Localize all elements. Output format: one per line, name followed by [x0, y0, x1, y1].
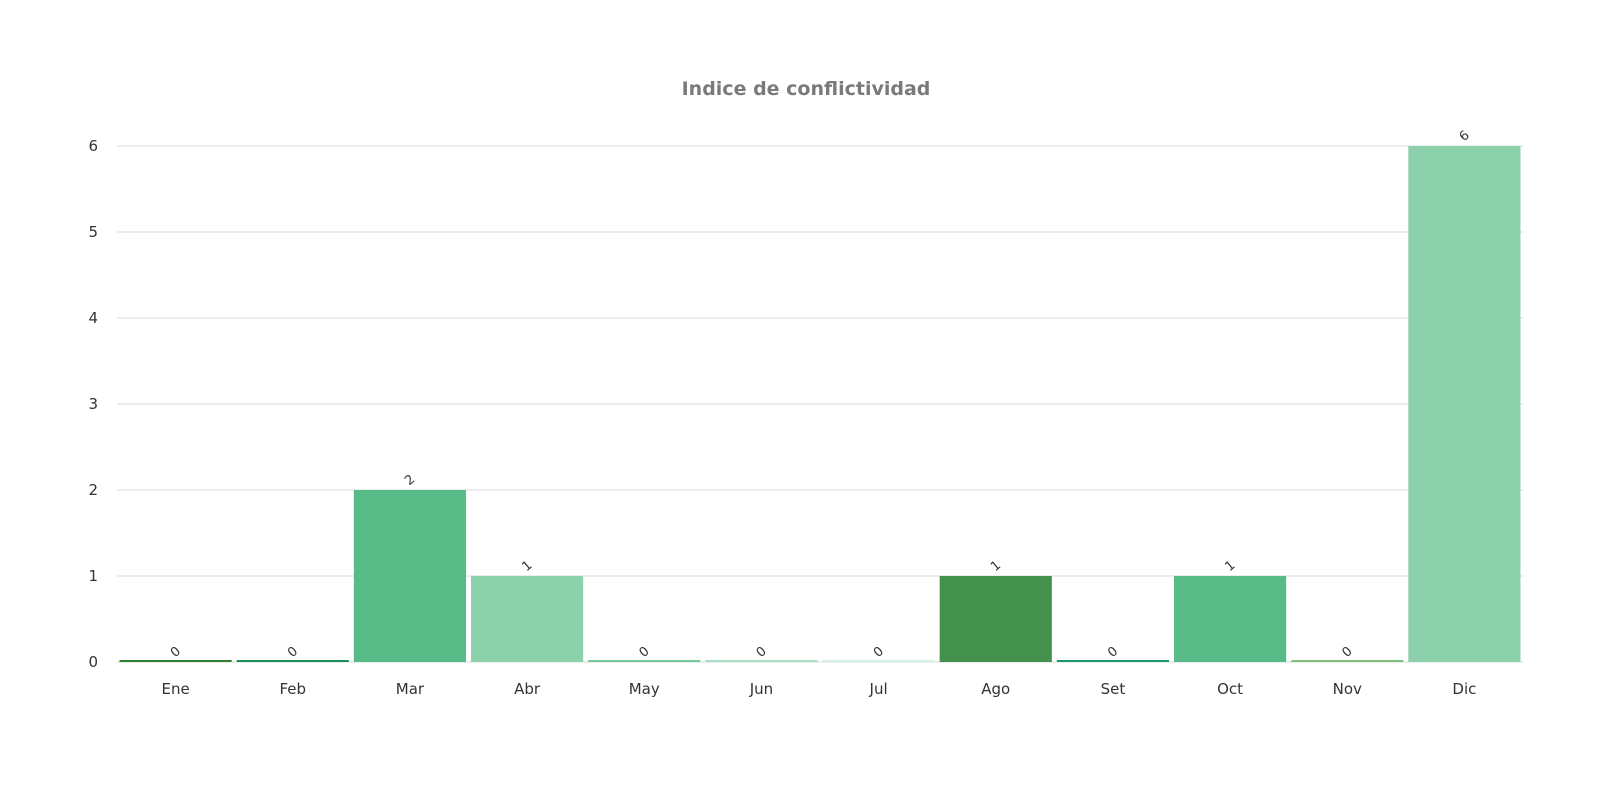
- bar-nov[interactable]: [1291, 660, 1404, 662]
- bar-may[interactable]: [588, 660, 701, 662]
- bar-ene[interactable]: [119, 660, 232, 662]
- data-label: 1: [1222, 558, 1238, 575]
- x-tick-label: Ene: [161, 680, 189, 698]
- x-tick-label: Jun: [749, 680, 773, 698]
- y-tick-label: 2: [88, 481, 98, 499]
- bar-ago[interactable]: [939, 576, 1052, 662]
- x-tick-label: Abr: [514, 680, 541, 698]
- data-label: 0: [754, 644, 770, 661]
- bar-jun[interactable]: [705, 660, 818, 662]
- y-axis-ticks: 0 1 2 3 4 5 6: [88, 137, 98, 671]
- y-tick-label: 0: [88, 653, 98, 671]
- chart-title: Indice de conflictividad: [682, 78, 931, 100]
- y-tick-label: 3: [88, 395, 98, 413]
- data-label: 0: [285, 644, 301, 661]
- data-label: 0: [637, 644, 653, 661]
- y-tick-label: 4: [88, 309, 98, 327]
- data-label: 0: [1340, 644, 1356, 661]
- data-label: 0: [168, 644, 184, 661]
- data-label: 1: [519, 558, 535, 575]
- data-label: 1: [988, 558, 1004, 575]
- x-tick-label: Feb: [279, 680, 306, 698]
- x-tick-label: Mar: [396, 680, 425, 698]
- x-tick-label: Nov: [1333, 680, 1362, 698]
- x-tick-label: May: [629, 680, 660, 698]
- y-tick-label: 6: [88, 137, 98, 155]
- x-tick-label: Set: [1101, 680, 1126, 698]
- y-tick-label: 1: [88, 567, 98, 585]
- bar-abr[interactable]: [471, 576, 584, 662]
- y-tick-label: 5: [88, 223, 98, 241]
- bar-jul[interactable]: [822, 660, 935, 662]
- grid-lines: [117, 145, 1523, 663]
- bar-set[interactable]: [1056, 660, 1169, 662]
- data-label: 6: [1457, 128, 1473, 145]
- data-label: 2: [402, 472, 418, 489]
- bars: [119, 146, 1521, 662]
- x-axis-ticks: Ene Feb Mar Abr May Jun Jul Ago Set Oct Nov Dic: [161, 680, 1476, 698]
- data-label: 0: [1105, 644, 1121, 661]
- x-tick-label: Oct: [1217, 680, 1243, 698]
- x-tick-label: Dic: [1452, 680, 1476, 698]
- data-label: 0: [871, 644, 887, 661]
- bar-dic[interactable]: [1408, 146, 1521, 662]
- bar-oct[interactable]: [1174, 576, 1287, 662]
- bar-mar[interactable]: [353, 490, 466, 662]
- x-tick-label: Ago: [981, 680, 1010, 698]
- x-tick-label: Jul: [869, 680, 888, 698]
- bar-feb[interactable]: [236, 660, 349, 662]
